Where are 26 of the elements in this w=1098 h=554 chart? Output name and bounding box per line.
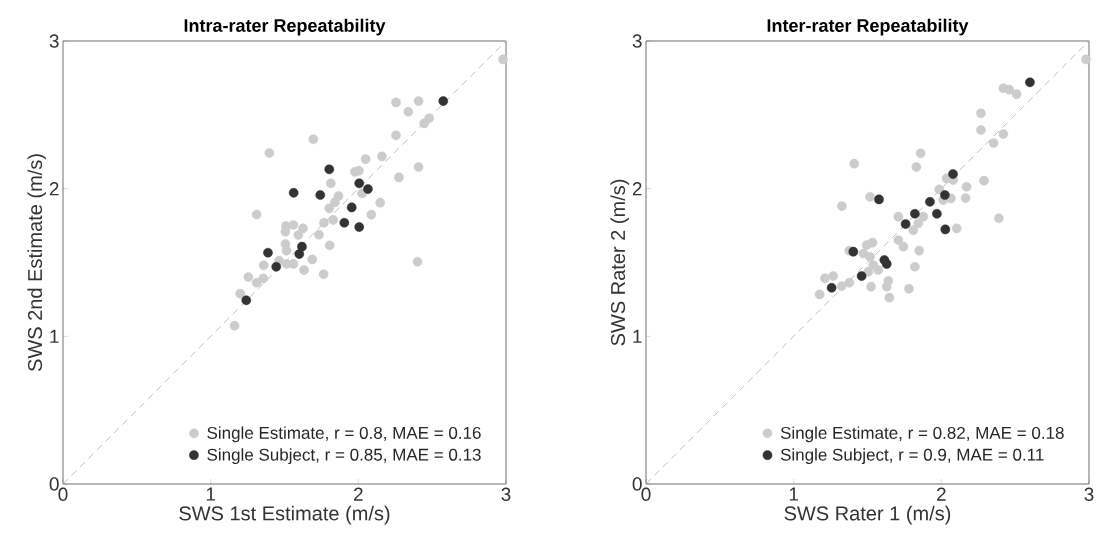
- x-tick-label: 3: [1084, 487, 1094, 501]
- x-tick-label: 3: [501, 487, 511, 501]
- x-tick-label: 1: [789, 487, 799, 501]
- legend-label: Single Estimate, r = 0.8, MAE = 0.16: [207, 426, 481, 443]
- x-tick-label: 1: [206, 487, 216, 501]
- legend-label: Single Subject, r = 0.85, MAE = 0.13: [207, 448, 481, 465]
- y-axis-title: SWS Rater 2 (m/s): [610, 179, 630, 346]
- x-tick-label: 0: [641, 487, 651, 501]
- chart-title: Intra-rater Repeatability: [184, 18, 386, 36]
- y-tick-label: 1: [50, 329, 59, 343]
- y-tick-label: 2: [632, 182, 642, 196]
- x-tick-label: 2: [937, 487, 946, 501]
- y-tick-label: 3: [632, 34, 642, 48]
- y-tick-label: 3: [49, 34, 59, 48]
- chart-title: Inter-rater Repeatability: [767, 18, 969, 36]
- legend-label: Single Estimate, r = 0.82, MAE = 0.18: [780, 426, 1064, 443]
- x-tick-label: 2: [354, 487, 363, 501]
- y-axis-title: SWS 2nd Estimate (m/s): [27, 154, 47, 372]
- legend-label: Single Subject, r = 0.9, MAE = 0.11: [780, 448, 1044, 465]
- x-axis-title: SWS Rater 1 (m/s): [784, 505, 951, 525]
- x-tick-label: 0: [58, 487, 68, 501]
- x-axis-title: SWS 1st Estimate (m/s): [179, 505, 390, 525]
- y-tick-label: 0: [632, 477, 642, 491]
- y-tick-label: 2: [49, 182, 59, 196]
- y-tick-label: 0: [49, 477, 59, 491]
- y-tick-label: 1: [633, 329, 642, 343]
